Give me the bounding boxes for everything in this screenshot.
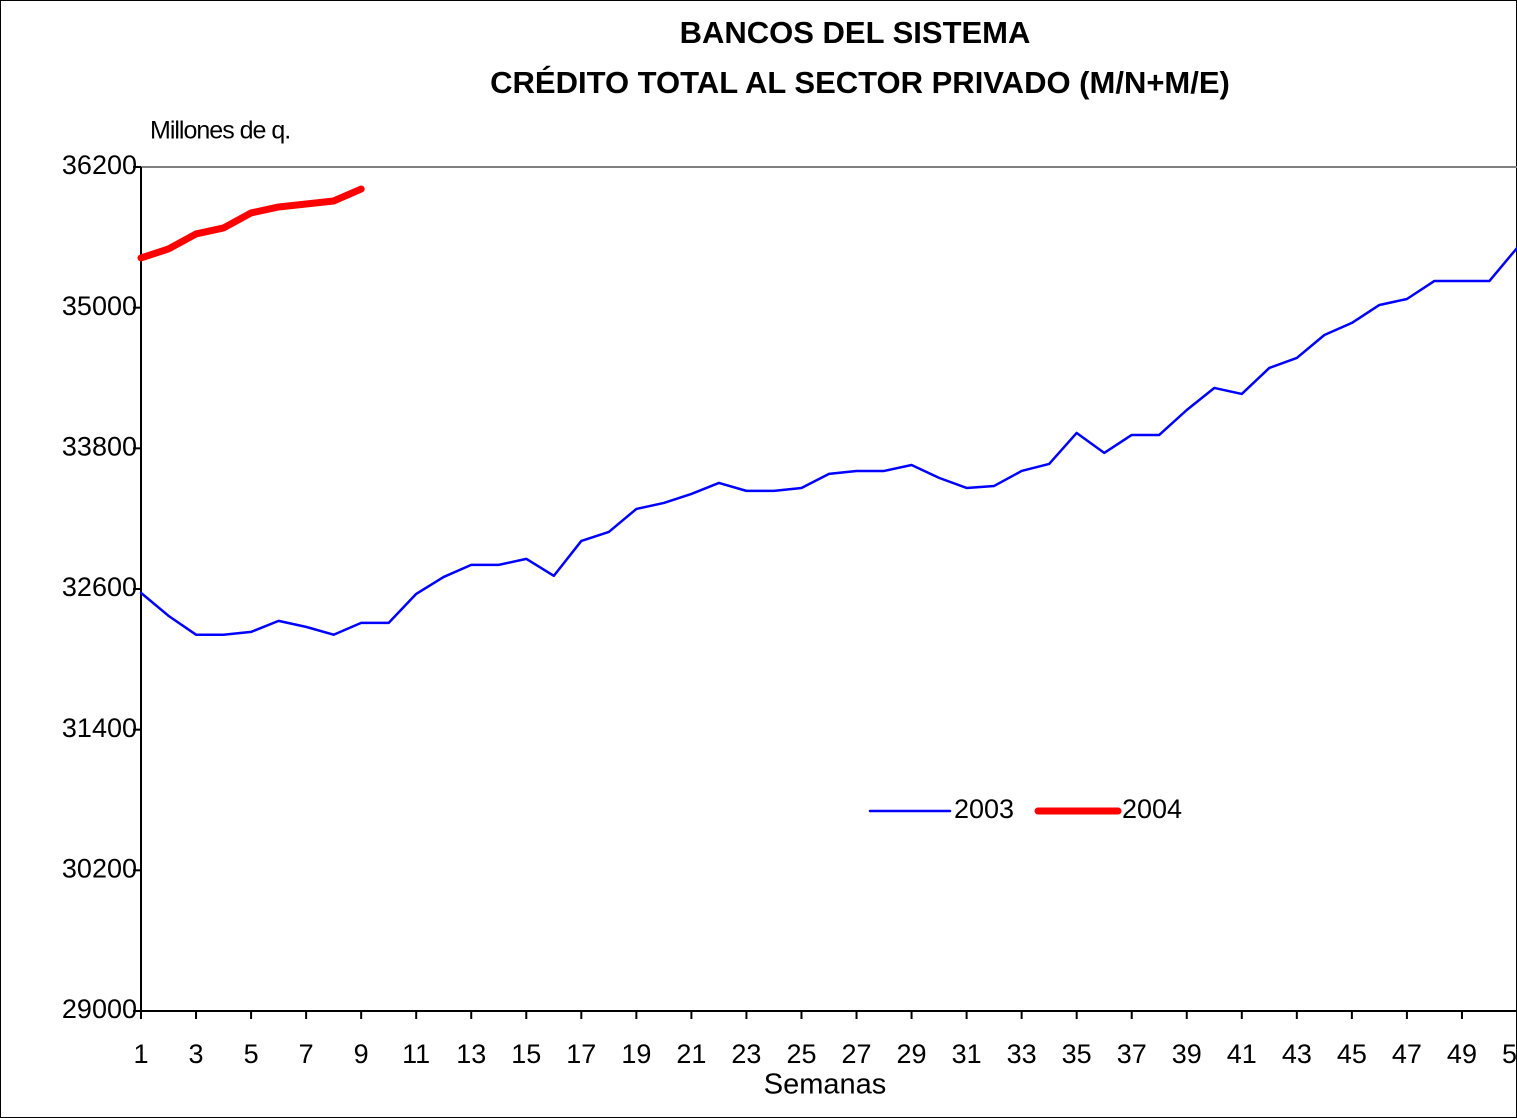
data-line bbox=[137, 185, 365, 262]
chart-subtitle: CRÉDITO TOTAL AL SECTOR PRIVADO (M/N+M/E… bbox=[490, 65, 1230, 100]
x-tick-label: 39 bbox=[1172, 1039, 1202, 1069]
x-tick-label: 7 bbox=[299, 1039, 314, 1069]
data-line bbox=[139, 246, 1517, 636]
x-tick-label: 17 bbox=[566, 1039, 596, 1069]
x-tick-label: 51 bbox=[1502, 1039, 1517, 1069]
x-tick-label: 13 bbox=[456, 1039, 486, 1069]
y-tick-label: 31400 bbox=[62, 713, 137, 743]
x-tick-label: 23 bbox=[731, 1039, 761, 1069]
x-tick-label: 43 bbox=[1282, 1039, 1312, 1069]
y-tick-label: 32600 bbox=[62, 572, 137, 602]
legend-label: 2004 bbox=[1122, 794, 1182, 824]
x-tick-label: 15 bbox=[511, 1039, 541, 1069]
chart-title: BANCOS DEL SISTEMA bbox=[680, 15, 1031, 50]
y-tick-label: 36200 bbox=[62, 150, 137, 180]
x-tick-label: 9 bbox=[354, 1039, 369, 1069]
y-axis-label: Millones de q. bbox=[150, 117, 290, 145]
x-tick-label: 37 bbox=[1117, 1039, 1147, 1069]
y-tick-label: 35000 bbox=[62, 291, 137, 321]
x-axis-label: Semanas bbox=[764, 1069, 887, 1101]
x-tick-label: 21 bbox=[676, 1039, 706, 1069]
y-tick-label: 30200 bbox=[62, 853, 137, 883]
y-tick-label: 29000 bbox=[62, 994, 137, 1024]
x-tick-label: 49 bbox=[1447, 1039, 1477, 1069]
x-tick-label: 29 bbox=[897, 1039, 927, 1069]
x-tick-label: 11 bbox=[402, 1039, 430, 1069]
x-tick-label: 25 bbox=[786, 1039, 816, 1069]
x-tick-label: 33 bbox=[1007, 1039, 1037, 1069]
x-tick-label: 35 bbox=[1062, 1039, 1092, 1069]
x-tick-label: 45 bbox=[1337, 1039, 1367, 1069]
legend-label: 2003 bbox=[954, 794, 1014, 824]
x-tick-label: 31 bbox=[952, 1039, 982, 1069]
x-tick-label: 1 bbox=[133, 1039, 148, 1069]
x-tick-label: 27 bbox=[841, 1039, 871, 1069]
x-tick-label: 47 bbox=[1392, 1039, 1422, 1069]
x-tick-label: 41 bbox=[1227, 1039, 1257, 1069]
x-tick-label: 19 bbox=[621, 1039, 651, 1069]
y-tick-label: 33800 bbox=[62, 431, 137, 461]
x-tick-label: 5 bbox=[244, 1039, 259, 1069]
x-tick-label: 3 bbox=[189, 1039, 204, 1069]
